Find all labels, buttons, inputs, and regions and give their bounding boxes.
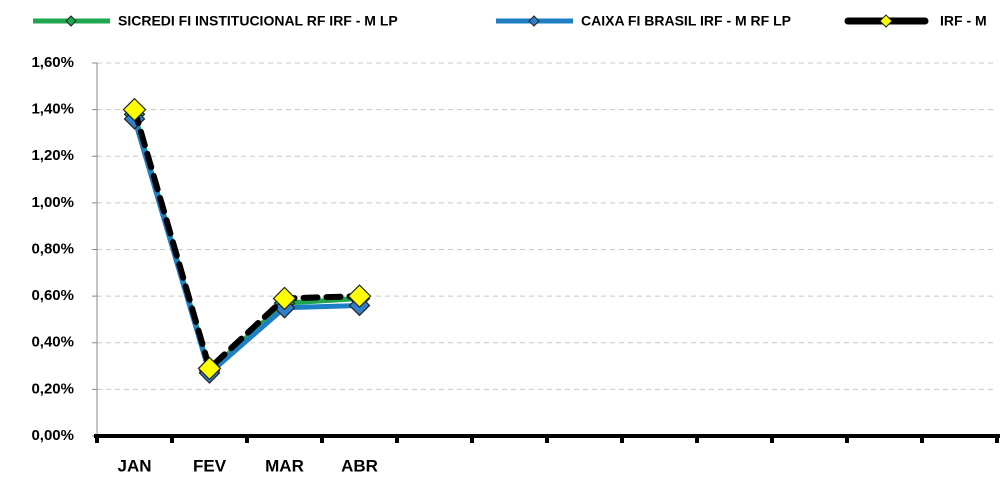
y-tick-label: 1,00% xyxy=(31,194,74,211)
y-tick-label: 0,00% xyxy=(31,427,74,444)
y-tick-label: 1,20% xyxy=(31,147,74,164)
series-line xyxy=(131,106,363,372)
point-marker xyxy=(272,286,297,311)
y-tick-label: 0,20% xyxy=(31,380,74,397)
y-tick-label: 0,60% xyxy=(31,287,74,304)
x-tick-label: FEV xyxy=(193,456,227,475)
y-tick-label: 1,60% xyxy=(31,54,74,71)
legend-marker xyxy=(528,15,540,27)
x-tick-label: JAN xyxy=(117,456,151,475)
legend-marker xyxy=(879,14,893,28)
x-tick-label: MAR xyxy=(265,456,304,475)
point-marker xyxy=(197,356,222,381)
y-tick-label: 0,80% xyxy=(31,240,74,257)
x-tick-label: ABR xyxy=(341,456,378,475)
point-marker xyxy=(122,97,147,122)
legend-label: CAIXA FI BRASIL IRF - M RF LP xyxy=(581,13,791,29)
y-tick-label: 1,40% xyxy=(31,101,74,118)
legend-marker xyxy=(65,15,77,27)
point-marker xyxy=(347,284,372,308)
legend-label: IRF - M xyxy=(940,13,987,29)
y-tick-label: 0,40% xyxy=(31,334,74,351)
legend-label: SICREDI FI INSTITUCIONAL RF IRF - M LP xyxy=(118,13,398,29)
